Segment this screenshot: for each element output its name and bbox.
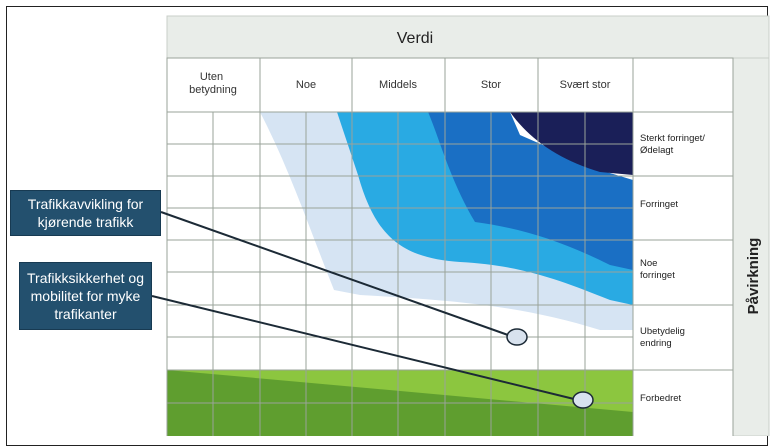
grid-lines [166,58,734,436]
zone-mid-blue [428,112,633,270]
column-label-noe: Noe [296,79,316,91]
column-label-middels: Middels [379,79,417,91]
connector-line-1 [160,211,509,336]
row-label-sterkt-forringet: Sterkt forringet/ Ødelagt [640,133,708,156]
side-title: Påvirkning [745,238,762,315]
column-label-svaert-stor: Svært stor [560,79,611,91]
marker-trafikksikkerhet [572,391,594,409]
row-label-ubetydelig-endring: Ubetydelig endring [640,326,688,349]
callout-trafikkavvikling: Trafikkavvikling for kjørende trafikk [10,190,161,236]
header-band [166,15,770,59]
row-label-forringet: Forringet [640,199,678,210]
impact-matrix: Verdi Påvirkning Uten b [151,15,770,436]
marker-trafikkavvikling [506,328,528,346]
row-label-noe-forringet: Noe forringet [640,258,675,281]
column-label-uten-betydning: Uten betydning [189,71,237,96]
connector-line-2 [151,295,575,400]
column-label-stor: Stor [481,79,502,91]
header-title: Verdi [397,30,433,47]
zone-very-light-blue [260,112,633,330]
column-header-area [166,57,734,113]
row-label-forbedret: Forbedret [640,393,682,404]
side-band [732,57,770,436]
callout-trafikksikkerhet: Trafikksikkerhet og mobilitet for myke t… [19,262,152,330]
